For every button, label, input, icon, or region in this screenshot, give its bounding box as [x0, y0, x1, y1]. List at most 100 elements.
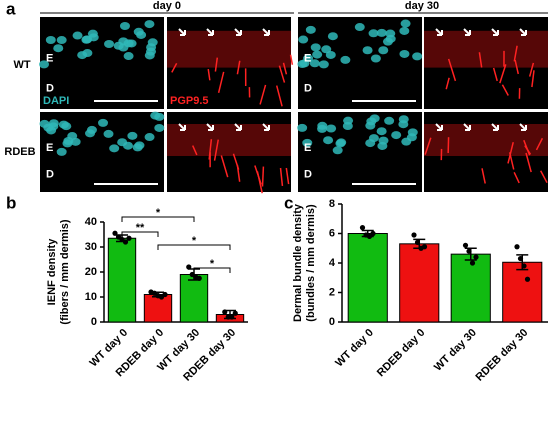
row-label: RDEB	[4, 146, 35, 158]
layer-label: E	[46, 52, 53, 64]
nucleus	[371, 55, 381, 63]
nucleus	[386, 35, 396, 43]
nucleus	[335, 139, 345, 147]
data-point	[463, 243, 468, 248]
layer-label: D	[304, 168, 312, 180]
nucleus	[377, 29, 387, 37]
layer-label: D	[46, 168, 54, 180]
nucleus	[378, 46, 388, 54]
bar	[180, 275, 207, 323]
nucleus	[412, 52, 422, 60]
nucleus	[399, 50, 409, 58]
nucleus	[326, 124, 336, 132]
y-axis-label: IENF density	[46, 238, 58, 306]
data-point	[233, 311, 238, 316]
nucleus	[127, 132, 137, 140]
nucleus	[298, 36, 308, 44]
data-point	[525, 277, 530, 282]
nucleus	[366, 117, 376, 125]
bar	[503, 262, 542, 322]
nucleus	[312, 51, 322, 59]
nucleus	[363, 46, 373, 54]
layer-label: E	[304, 142, 311, 154]
nucleus	[59, 121, 69, 129]
data-point	[518, 256, 523, 261]
nucleus	[39, 120, 49, 128]
nucleus	[46, 36, 56, 44]
panel-label: a	[6, 0, 16, 18]
nucleus	[124, 52, 134, 60]
y-tick-label: 6	[329, 227, 335, 239]
nucleus	[53, 44, 63, 52]
nucleus	[136, 31, 146, 39]
nucleus	[114, 42, 124, 50]
epidermis-signal	[167, 31, 291, 68]
significance-label: *	[156, 207, 161, 219]
nucleus	[46, 126, 56, 134]
x-tick-label: RDEB day 30	[474, 327, 531, 384]
column-label: day 0	[153, 0, 181, 12]
y-tick-label: 8	[329, 198, 335, 210]
nucleus	[317, 122, 327, 130]
nucleus	[306, 26, 316, 34]
layer-label: D	[46, 83, 54, 95]
nucleus	[343, 117, 353, 125]
nucleus	[57, 148, 67, 156]
fiber	[263, 167, 264, 187]
layer-label: D	[304, 83, 312, 95]
data-point	[415, 240, 420, 245]
y-tick-label: 30	[85, 241, 97, 253]
y-tick-label: 2	[329, 286, 335, 298]
nucleus	[104, 130, 114, 138]
nucleus	[49, 119, 59, 127]
panel-label: b	[6, 193, 16, 212]
y-tick-label: 4	[329, 257, 336, 269]
nucleus	[369, 134, 379, 142]
nucleus	[326, 51, 336, 59]
data-point	[470, 260, 475, 265]
nucleus	[154, 113, 164, 121]
nucleus	[355, 23, 365, 31]
bar	[108, 238, 135, 322]
significance-label: *	[192, 235, 197, 247]
nucleus	[144, 20, 154, 28]
nucleus	[73, 32, 83, 40]
row-label: WT	[13, 59, 30, 71]
data-point	[521, 263, 526, 268]
nucleus	[133, 143, 143, 151]
nucleus	[319, 60, 329, 68]
nucleus	[145, 51, 155, 59]
epidermis-signal	[424, 31, 548, 68]
nucleus	[333, 146, 343, 154]
nucleus	[109, 144, 119, 152]
nucleus	[311, 43, 321, 51]
nucleus	[391, 131, 401, 139]
x-tick-label: WT day 0	[333, 327, 376, 370]
x-tick-label: RDEB day 0	[375, 327, 428, 380]
data-point	[197, 276, 202, 281]
stain-label: DAPI	[43, 95, 69, 107]
bar	[144, 295, 171, 323]
nucleus	[81, 36, 91, 44]
nucleus	[340, 56, 350, 64]
nucleus	[323, 136, 333, 144]
bar	[348, 234, 387, 323]
y-axis-label: Dermal bundle density	[292, 203, 304, 322]
y-tick-label: 0	[91, 316, 97, 328]
x-tick-label: WT day 30	[432, 327, 479, 374]
data-point	[370, 231, 375, 236]
nucleus	[377, 127, 387, 135]
nucleus	[117, 138, 127, 146]
data-point	[422, 244, 427, 249]
nucleus	[399, 115, 409, 123]
y-axis-label: (bundles / mm dermis)	[305, 204, 317, 322]
significance-label: **	[136, 222, 145, 234]
y-tick-label: 40	[85, 216, 97, 228]
nucleus	[88, 30, 98, 38]
significance-label: *	[210, 258, 215, 270]
y-tick-label: 0	[329, 316, 335, 328]
nucleus	[401, 20, 411, 28]
y-tick-label: 10	[85, 291, 97, 303]
data-point	[466, 249, 471, 254]
